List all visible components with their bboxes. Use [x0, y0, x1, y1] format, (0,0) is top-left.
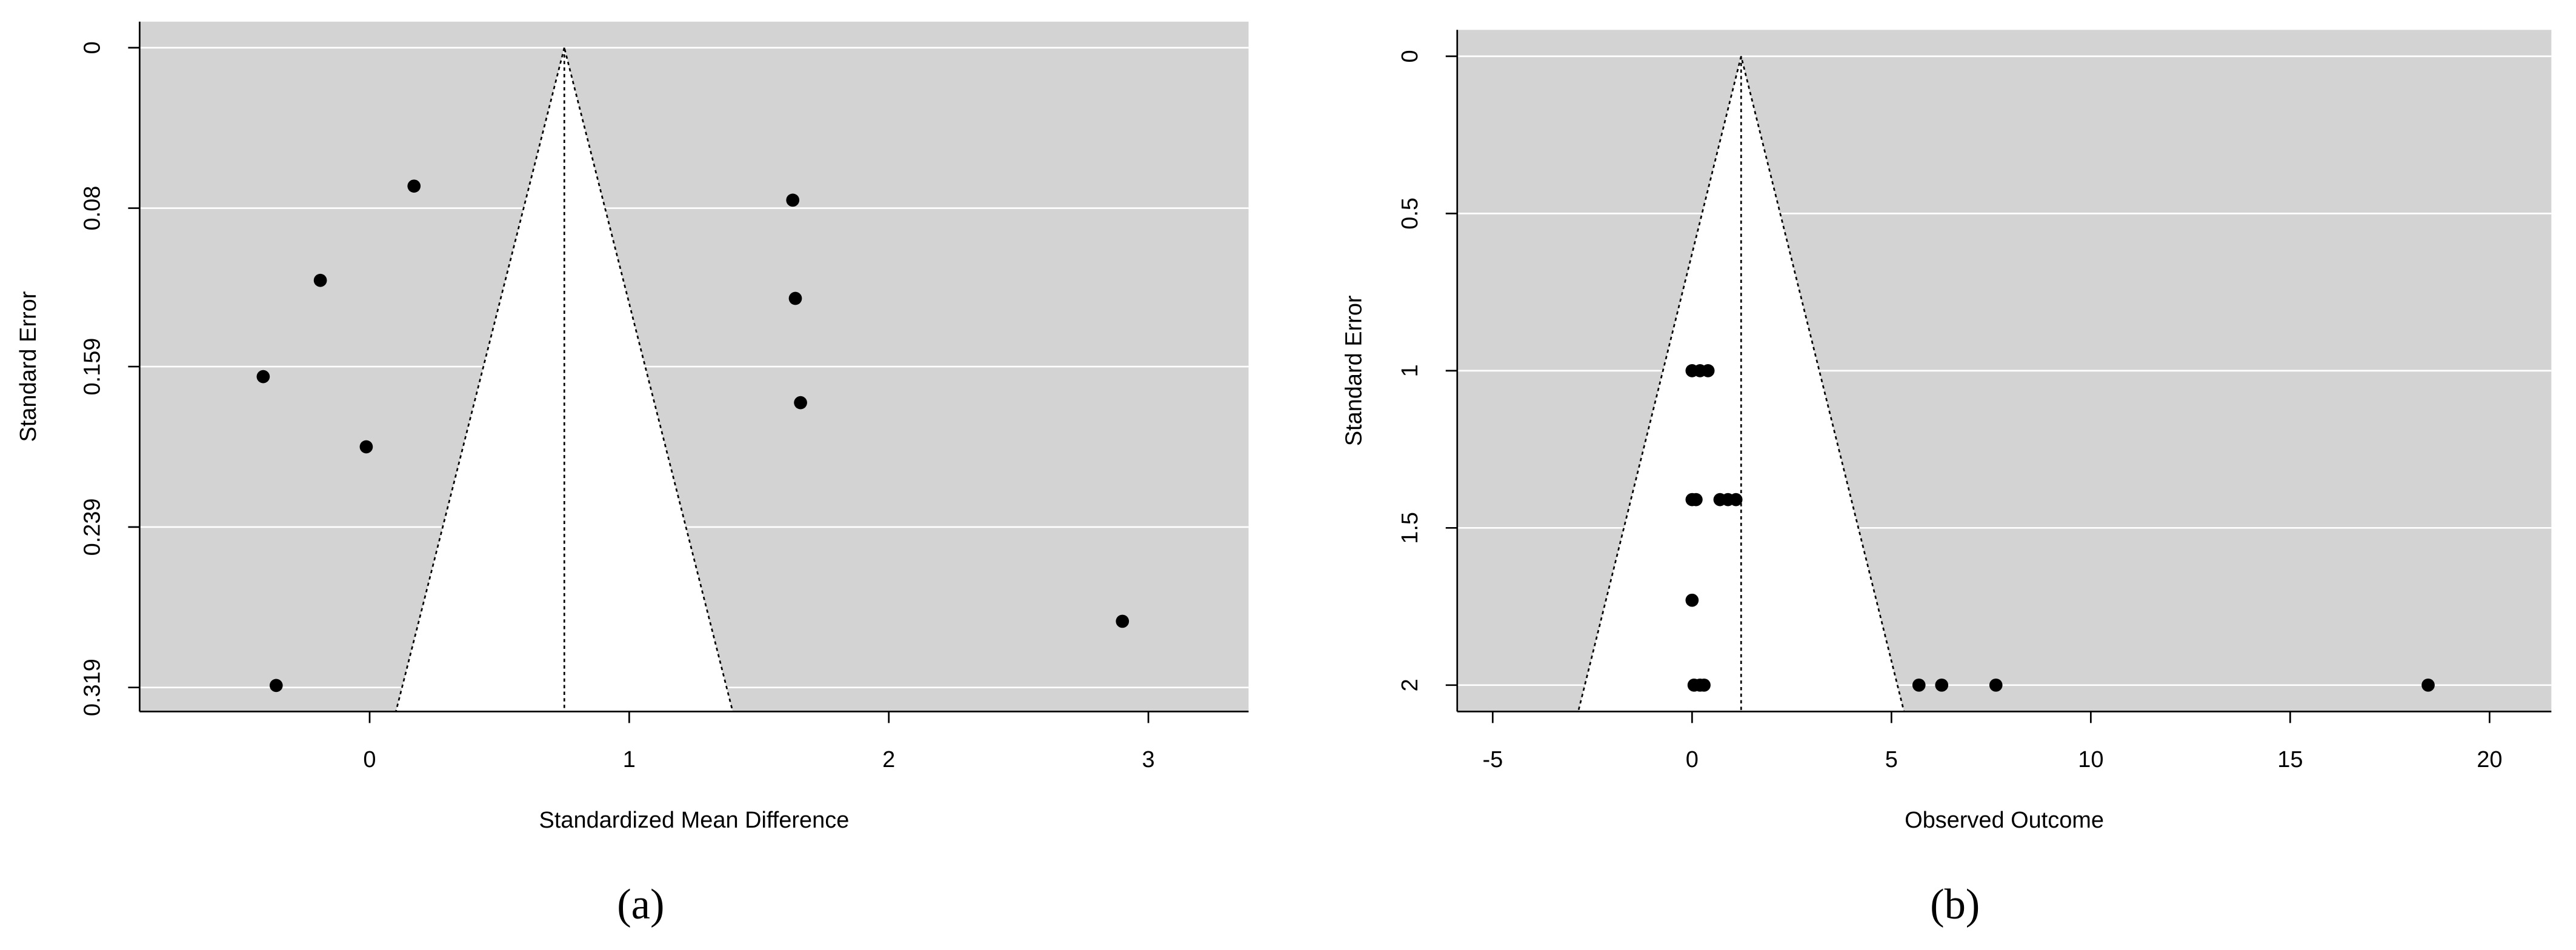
- point: [359, 440, 373, 454]
- point: [788, 291, 802, 305]
- funnel: [1577, 56, 1905, 712]
- point: [786, 193, 800, 207]
- x-axis-label: Observed Outcome: [1905, 808, 2104, 833]
- x-axis-label: Standardized Mean Difference: [539, 808, 850, 833]
- point: [1935, 678, 1949, 692]
- point: [269, 679, 283, 693]
- x-tick-label: 15: [2277, 747, 2303, 772]
- x-tick-label: -5: [1482, 747, 1503, 772]
- point: [407, 179, 421, 193]
- point: [1989, 678, 2003, 692]
- point: [1912, 678, 1926, 692]
- point: [1685, 593, 1699, 607]
- x-tick-label: 3: [1142, 747, 1155, 772]
- point: [313, 273, 327, 287]
- funnel: [394, 47, 734, 712]
- y-tick-label: 1.5: [1397, 512, 1423, 544]
- x-tick-label: 2: [882, 747, 895, 772]
- y-tick-label: 0.159: [80, 338, 105, 396]
- point: [256, 370, 270, 384]
- point: [1697, 678, 1711, 692]
- y-tick-label: 0: [1397, 50, 1423, 62]
- point: [1701, 364, 1715, 377]
- caption: (a): [617, 881, 664, 928]
- x-tick-label: 5: [1885, 747, 1898, 772]
- x-tick-label: 20: [2477, 747, 2502, 772]
- point: [2421, 678, 2435, 692]
- y-tick-label: 0.5: [1397, 198, 1423, 230]
- y-tick-label: 0.08: [80, 186, 105, 231]
- y-tick-label: 0.239: [80, 498, 105, 556]
- point: [1729, 493, 1743, 507]
- point: [1116, 614, 1130, 628]
- x-tick-label: 1: [623, 747, 636, 772]
- caption: (b): [1930, 881, 1980, 928]
- y-tick-label: 0.319: [80, 659, 105, 716]
- y-tick-label: 1: [1397, 364, 1423, 377]
- x-tick-label: 10: [2078, 747, 2103, 772]
- point: [794, 396, 807, 410]
- y-axis-label: Standard Error: [1342, 295, 1367, 446]
- y-tick-label: 2: [1397, 679, 1423, 691]
- x-tick-label: 0: [363, 747, 376, 772]
- y-tick-label: 0: [80, 41, 105, 54]
- point: [1689, 493, 1703, 507]
- x-tick-label: 0: [1686, 747, 1699, 772]
- y-axis-label: Standard Error: [16, 291, 41, 442]
